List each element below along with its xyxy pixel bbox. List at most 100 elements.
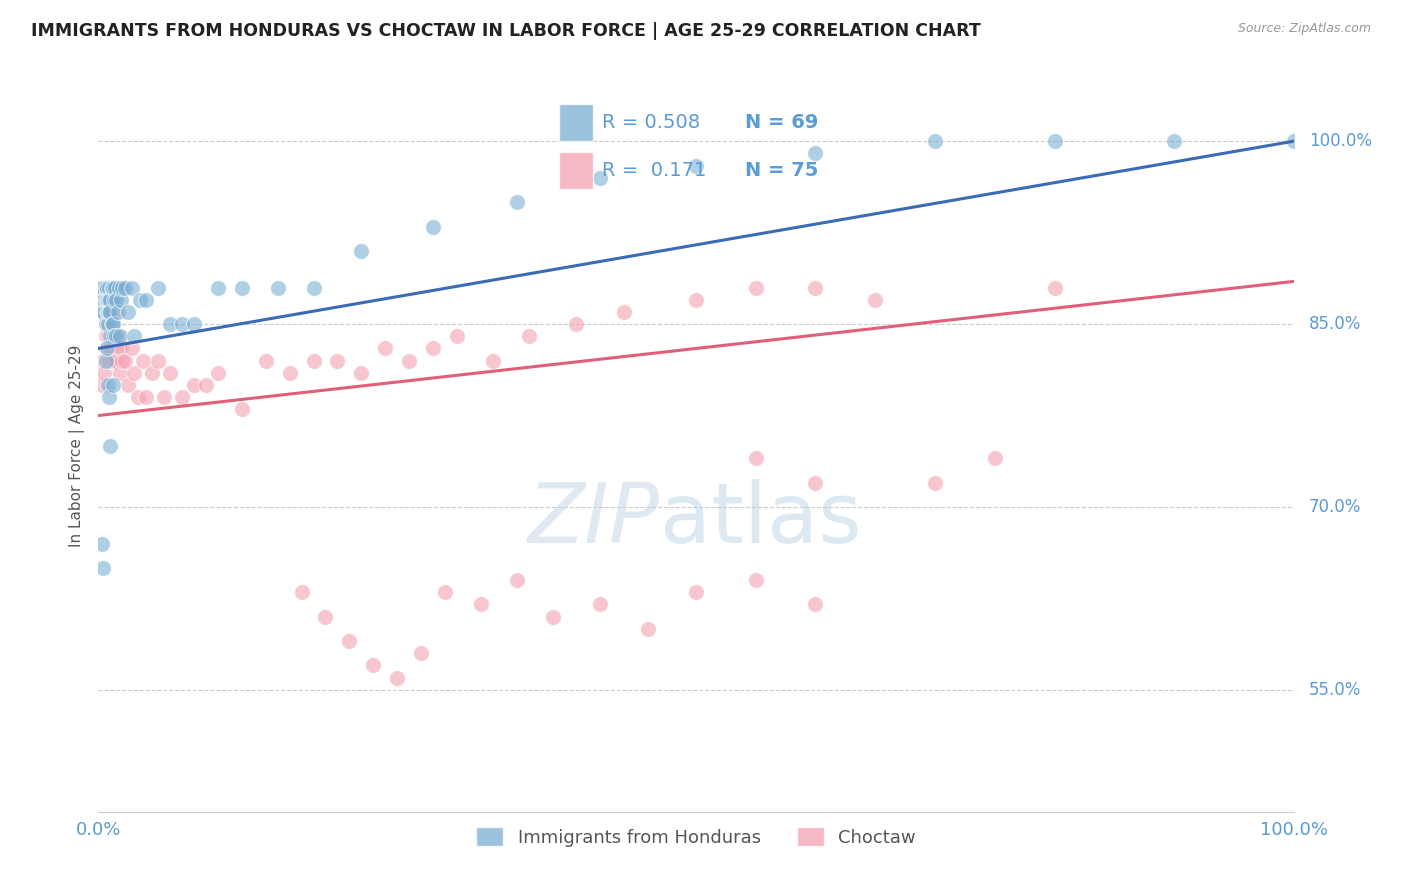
Point: [98, 439, 122, 453]
Point: [107, 342, 129, 356]
Point: [153, 390, 176, 404]
Point: [114, 353, 136, 368]
Legend: Immigrants from Honduras, Choctaw: Immigrants from Honduras, Choctaw: [468, 820, 924, 854]
Point: [105, 293, 128, 307]
Text: Source: ZipAtlas.com: Source: ZipAtlas.com: [1237, 22, 1371, 36]
Y-axis label: In Labor Force | Age 25-29: In Labor Force | Age 25-29: [69, 345, 84, 547]
Point: [98, 342, 122, 356]
Point: [278, 366, 301, 380]
Point: [98, 305, 122, 319]
Text: 100.0%: 100.0%: [1309, 132, 1372, 150]
Point: [135, 293, 157, 307]
Point: [121, 280, 143, 294]
Point: [804, 280, 827, 294]
Point: [96, 305, 118, 319]
Point: [97, 305, 120, 319]
Point: [172, 390, 194, 404]
Point: [159, 317, 181, 331]
Point: [745, 451, 768, 466]
Point: [97, 329, 120, 343]
Point: [924, 134, 946, 148]
Point: [207, 280, 229, 294]
Point: [94, 317, 117, 331]
Point: [103, 329, 125, 343]
Point: [1282, 134, 1305, 148]
Point: [685, 585, 707, 599]
Point: [98, 390, 121, 404]
Point: [98, 329, 122, 343]
Point: [101, 353, 124, 368]
Point: [129, 293, 152, 307]
Point: [565, 317, 588, 331]
Point: [98, 305, 121, 319]
Point: [637, 622, 659, 636]
Point: [231, 280, 253, 294]
Point: [100, 329, 122, 343]
Point: [172, 317, 194, 331]
Point: [94, 353, 117, 368]
Point: [1043, 280, 1066, 294]
Text: ZIP: ZIP: [529, 479, 661, 559]
Point: [231, 402, 253, 417]
Point: [506, 573, 529, 587]
Point: [108, 366, 131, 380]
Point: [411, 646, 433, 660]
Point: [98, 280, 121, 294]
Point: [98, 317, 121, 331]
Point: [254, 353, 277, 368]
Point: [363, 658, 385, 673]
Point: [111, 353, 134, 368]
Point: [1043, 134, 1066, 148]
Point: [101, 280, 124, 294]
Point: [101, 378, 124, 392]
Point: [96, 280, 118, 294]
Point: [141, 366, 163, 380]
Point: [481, 353, 505, 368]
Point: [94, 329, 117, 343]
Point: [104, 280, 127, 294]
Point: [117, 305, 139, 319]
Point: [398, 353, 420, 368]
Point: [124, 329, 146, 343]
Point: [93, 366, 115, 380]
Point: [195, 378, 218, 392]
Point: [100, 280, 122, 294]
Point: [107, 305, 129, 319]
Point: [506, 195, 529, 210]
Point: [589, 598, 612, 612]
Text: 85.0%: 85.0%: [1309, 315, 1361, 333]
Point: [326, 353, 349, 368]
Point: [91, 305, 114, 319]
Point: [302, 353, 325, 368]
Point: [804, 146, 827, 161]
Point: [96, 317, 118, 331]
Point: [91, 561, 114, 575]
Point: [267, 280, 290, 294]
Point: [91, 353, 114, 368]
Point: [105, 353, 128, 368]
Point: [804, 598, 827, 612]
Point: [91, 280, 114, 294]
Point: [107, 329, 129, 343]
Point: [98, 293, 122, 307]
Point: [984, 451, 1007, 466]
Point: [207, 366, 229, 380]
Point: [98, 293, 121, 307]
Point: [94, 280, 117, 294]
Point: [91, 293, 114, 307]
Point: [422, 342, 444, 356]
Point: [470, 598, 492, 612]
Point: [350, 244, 373, 258]
Point: [924, 475, 946, 490]
Point: [121, 342, 143, 356]
Point: [541, 609, 564, 624]
Point: [93, 293, 115, 307]
Point: [131, 353, 153, 368]
Text: IMMIGRANTS FROM HONDURAS VS CHOCTAW IN LABOR FORCE | AGE 25-29 CORRELATION CHART: IMMIGRANTS FROM HONDURAS VS CHOCTAW IN L…: [31, 22, 980, 40]
Point: [745, 280, 768, 294]
Point: [110, 293, 132, 307]
Point: [98, 353, 121, 368]
Point: [350, 366, 373, 380]
Point: [517, 329, 540, 343]
Point: [148, 353, 170, 368]
